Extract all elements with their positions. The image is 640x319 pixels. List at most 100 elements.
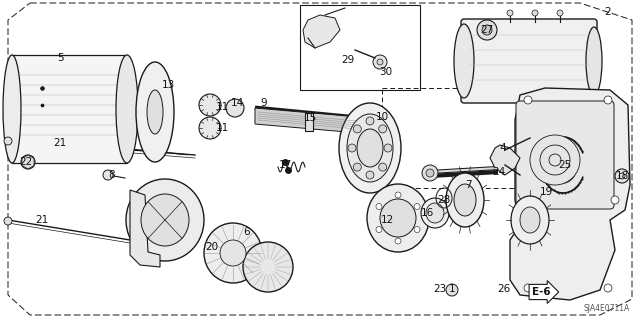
Ellipse shape [426, 203, 444, 223]
Circle shape [507, 10, 513, 16]
Ellipse shape [199, 117, 221, 139]
Circle shape [353, 125, 361, 133]
FancyBboxPatch shape [516, 101, 614, 209]
Text: 6: 6 [244, 227, 250, 237]
Ellipse shape [126, 179, 204, 261]
Circle shape [446, 284, 458, 296]
Text: 24: 24 [492, 167, 506, 177]
Circle shape [377, 59, 383, 65]
Ellipse shape [116, 55, 138, 163]
Text: 17: 17 [278, 160, 292, 170]
Ellipse shape [511, 196, 549, 244]
Ellipse shape [204, 223, 262, 283]
Circle shape [611, 196, 619, 204]
Polygon shape [22, 155, 34, 169]
Circle shape [414, 204, 420, 210]
Circle shape [103, 170, 113, 180]
Polygon shape [303, 15, 340, 48]
Text: SJA4E0711A: SJA4E0711A [584, 304, 630, 313]
Polygon shape [130, 190, 160, 267]
Text: 9: 9 [260, 98, 268, 108]
Text: 30: 30 [380, 67, 392, 77]
Ellipse shape [380, 199, 416, 237]
Circle shape [379, 125, 387, 133]
FancyBboxPatch shape [461, 19, 597, 103]
Circle shape [395, 238, 401, 244]
Ellipse shape [586, 27, 602, 95]
Circle shape [477, 20, 497, 40]
Circle shape [395, 192, 401, 198]
Polygon shape [510, 88, 630, 300]
Circle shape [524, 96, 532, 104]
Text: 20: 20 [205, 242, 219, 252]
Circle shape [348, 144, 356, 152]
Ellipse shape [357, 129, 383, 167]
Text: 11: 11 [216, 123, 228, 133]
Circle shape [482, 25, 492, 35]
Circle shape [366, 171, 374, 179]
Text: 21: 21 [53, 138, 67, 148]
Ellipse shape [347, 114, 393, 182]
Text: 19: 19 [540, 187, 552, 197]
Text: 27: 27 [481, 25, 493, 35]
Ellipse shape [243, 242, 293, 292]
Ellipse shape [454, 24, 474, 98]
Text: 4: 4 [500, 143, 506, 153]
Circle shape [373, 55, 387, 69]
Ellipse shape [141, 194, 189, 246]
Ellipse shape [3, 55, 21, 163]
Text: 25: 25 [558, 160, 572, 170]
Circle shape [524, 284, 532, 292]
Ellipse shape [226, 99, 244, 117]
Text: 18: 18 [616, 171, 628, 181]
Ellipse shape [454, 184, 476, 216]
Text: 8: 8 [109, 170, 115, 180]
Ellipse shape [367, 184, 429, 252]
Text: 21: 21 [35, 215, 49, 225]
Circle shape [426, 169, 434, 177]
Text: 10: 10 [376, 112, 388, 122]
Circle shape [615, 169, 629, 183]
Circle shape [604, 284, 612, 292]
Ellipse shape [147, 90, 163, 134]
Text: 5: 5 [57, 53, 63, 63]
Circle shape [422, 165, 438, 181]
Text: 29: 29 [341, 55, 355, 65]
Circle shape [540, 145, 570, 175]
Bar [382, 88, 530, 188]
Text: 1: 1 [449, 284, 455, 294]
Circle shape [376, 204, 382, 210]
Ellipse shape [21, 155, 35, 169]
Circle shape [4, 137, 12, 145]
Circle shape [414, 226, 420, 233]
Circle shape [379, 163, 387, 171]
Circle shape [384, 144, 392, 152]
Text: 14: 14 [230, 98, 244, 108]
Circle shape [376, 226, 382, 233]
Circle shape [530, 135, 580, 185]
Ellipse shape [339, 103, 401, 193]
Text: 22: 22 [19, 157, 33, 167]
Text: 12: 12 [380, 215, 394, 225]
Polygon shape [255, 108, 370, 134]
Circle shape [549, 154, 561, 166]
Ellipse shape [421, 198, 449, 228]
Ellipse shape [520, 207, 540, 233]
Text: 15: 15 [303, 113, 317, 123]
Bar [305, 113, 313, 131]
Polygon shape [490, 145, 520, 175]
Text: 11: 11 [216, 102, 228, 112]
Circle shape [353, 163, 361, 171]
Ellipse shape [220, 240, 246, 266]
Circle shape [366, 117, 374, 125]
Ellipse shape [136, 62, 174, 162]
Text: E-6: E-6 [532, 287, 550, 297]
Text: 26: 26 [497, 284, 511, 294]
Text: 13: 13 [161, 80, 175, 90]
Ellipse shape [199, 94, 221, 116]
Circle shape [4, 217, 12, 225]
Circle shape [557, 10, 563, 16]
Circle shape [619, 173, 625, 179]
Text: 23: 23 [433, 284, 447, 294]
Circle shape [532, 10, 538, 16]
